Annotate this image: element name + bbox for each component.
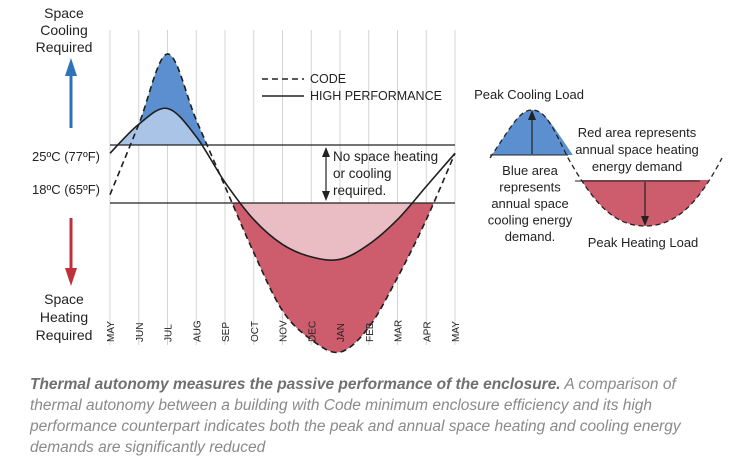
gap-note-line-1: No space heating <box>333 149 438 164</box>
heating-required-label-1: Space <box>44 291 84 307</box>
code-cooling-area <box>110 53 455 145</box>
level-label-18: 18ºC (65ºF) <box>32 182 100 197</box>
x-tick-label-6: NOV <box>279 320 290 342</box>
caption-bold: Thermal autonomy measures the passive pe… <box>30 376 561 393</box>
red-text-line-0: Red area represents <box>578 125 697 140</box>
x-tick-labels: MAY JUN JUL AUG SEP OCT NOV DEC JAN FEB MAR APR MAY <box>106 320 462 342</box>
x-tick-label-5: OCT <box>250 321 261 342</box>
heating-arrow-icon <box>65 218 77 286</box>
figure-caption: Thermal autonomy measures the passive pe… <box>30 374 730 458</box>
peak-heating-arrow-icon <box>641 182 649 226</box>
x-tick-label-3: AUG <box>192 320 203 342</box>
peak-heating-label: Peak Heating Load <box>588 235 699 250</box>
legend: CODE HIGH PERFORMANCE <box>262 72 442 103</box>
gap-note-line-3: required. <box>333 183 386 198</box>
x-tick-label-8: JAN <box>336 323 347 342</box>
x-tick-label-0: MAY <box>106 321 117 342</box>
cooling-required-label-2: Cooling <box>40 22 87 38</box>
cooling-required-label-3: Required <box>36 39 93 55</box>
x-tick-label-12: MAY <box>451 321 462 342</box>
hp-heating-area <box>110 203 455 261</box>
x-tick-label-2: JUL <box>164 324 175 342</box>
chart-fills <box>110 53 455 353</box>
x-tick-label-10: MAR <box>394 320 405 342</box>
blue-text-line-1: represents <box>499 180 561 195</box>
thermal-autonomy-figure: MAY JUN JUL AUG SEP OCT NOV DEC JAN FEB MAR APR MAY … <box>32 5 723 354</box>
caption-body: A comparison of thermal autonomy between… <box>30 376 681 456</box>
cooling-arrow-icon <box>65 58 77 128</box>
gap-double-arrow-icon <box>322 147 330 201</box>
red-area-explanation: Red area represents annual space heating e… <box>575 125 699 174</box>
series-line-code <box>109 53 456 354</box>
diagram-curve <box>489 109 723 227</box>
blue-text-line-3: cooling energy <box>488 213 573 228</box>
x-tick-label-4: SEP <box>221 322 232 342</box>
blue-text-line-0: Blue area <box>502 163 558 178</box>
x-tick-label-7: DEC <box>307 321 318 342</box>
heating-required-label-2: Heating <box>40 309 88 325</box>
series-line-high-performance <box>109 107 456 261</box>
peak-cooling-label: Peak Cooling Load <box>474 87 584 102</box>
hp-cooling-area <box>110 108 455 145</box>
legend-hp-label: HIGH PERFORMANCE <box>310 89 442 103</box>
peak-cooling-arrow-icon <box>528 110 536 154</box>
red-text-line-1: annual space heating <box>575 142 699 157</box>
heating-required-label-3: Required <box>36 327 93 343</box>
gap-note-line-2: or cooling <box>333 166 392 181</box>
chart-lines <box>109 53 456 354</box>
legend-code-label: CODE <box>310 72 346 86</box>
x-tick-label-9: FEB <box>365 322 376 342</box>
cooling-required-label-1: Space <box>44 5 84 21</box>
blue-text-line-4: demand. <box>505 229 556 244</box>
red-text-line-2: energy demand <box>592 159 682 174</box>
x-tick-label-1: JUN <box>135 323 146 342</box>
level-label-25: 25ºC (77ºF) <box>32 149 100 164</box>
x-tick-label-11: APR <box>422 321 433 342</box>
peak-load-diagram: Peak Cooling Load Peak Heating Load Blue… <box>474 87 723 250</box>
blue-text-line-2: annual space <box>491 196 568 211</box>
